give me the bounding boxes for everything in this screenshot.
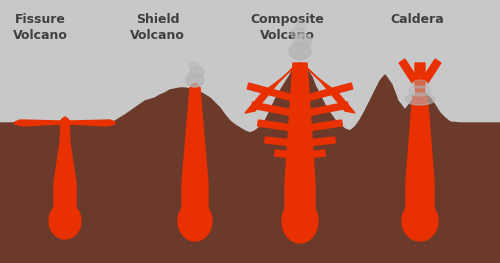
Ellipse shape [186, 73, 204, 87]
Polygon shape [15, 120, 61, 126]
Polygon shape [247, 83, 294, 101]
Polygon shape [190, 83, 200, 91]
Polygon shape [306, 102, 348, 116]
Polygon shape [307, 68, 355, 113]
Polygon shape [59, 117, 71, 127]
Text: Composite
Volcano: Composite Volcano [250, 13, 324, 42]
Polygon shape [406, 96, 434, 238]
Polygon shape [306, 120, 342, 131]
Polygon shape [422, 59, 441, 83]
Ellipse shape [296, 22, 306, 30]
Polygon shape [415, 63, 425, 96]
Polygon shape [285, 63, 315, 238]
Polygon shape [0, 63, 500, 263]
Ellipse shape [291, 28, 305, 38]
Text: Shield
Volcano: Shield Volcano [130, 13, 185, 42]
Polygon shape [306, 137, 336, 146]
Polygon shape [245, 68, 293, 113]
Text: Caldera: Caldera [390, 13, 444, 26]
Polygon shape [282, 199, 318, 243]
Text: Fissure
Volcano: Fissure Volcano [12, 13, 68, 42]
Polygon shape [54, 123, 76, 238]
Polygon shape [306, 150, 326, 158]
Polygon shape [306, 83, 353, 101]
Polygon shape [258, 120, 294, 131]
Ellipse shape [409, 86, 431, 96]
Ellipse shape [190, 67, 204, 78]
Polygon shape [69, 120, 115, 126]
Polygon shape [274, 150, 293, 158]
Polygon shape [402, 201, 438, 241]
Ellipse shape [289, 42, 311, 60]
Ellipse shape [405, 93, 435, 105]
Ellipse shape [294, 34, 312, 48]
Ellipse shape [189, 62, 199, 70]
Polygon shape [182, 88, 208, 238]
Ellipse shape [412, 80, 428, 88]
Polygon shape [264, 137, 294, 146]
Polygon shape [178, 201, 212, 241]
Polygon shape [399, 59, 418, 83]
Polygon shape [49, 203, 81, 239]
Polygon shape [252, 102, 294, 116]
